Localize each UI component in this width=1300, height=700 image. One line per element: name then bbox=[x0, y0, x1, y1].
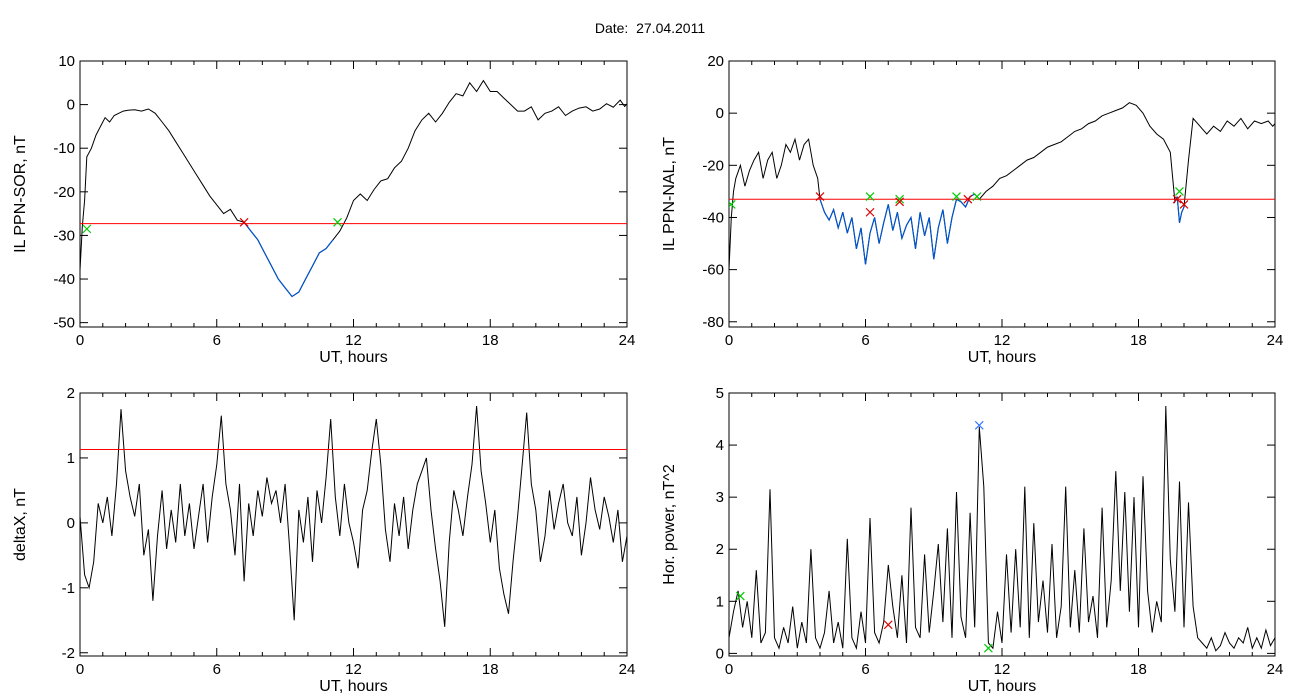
series-line bbox=[80, 405, 627, 627]
plot-area bbox=[729, 102, 1275, 270]
panel-sor: 0 6 12 18 24 10 0 -10 -20 -30 -40 -50 UT, hours IL PP… bbox=[12, 53, 635, 366]
start-marker bbox=[82, 224, 92, 234]
x-tick-label: 6 bbox=[861, 332, 869, 349]
y-tick-label: -80 bbox=[702, 314, 724, 331]
x-tick-label: 24 bbox=[1267, 332, 1284, 349]
start-marker bbox=[1175, 186, 1184, 196]
y-tick-label: 2 bbox=[67, 385, 75, 402]
y-tick-label: 10 bbox=[58, 53, 75, 70]
event-segment bbox=[819, 193, 975, 265]
end-marker bbox=[1172, 194, 1182, 204]
end-marker bbox=[239, 217, 249, 227]
y-tick-label: 2 bbox=[716, 541, 724, 558]
start-marker bbox=[952, 192, 961, 202]
series-line bbox=[729, 102, 1275, 270]
y-tick-label: -50 bbox=[53, 315, 75, 332]
x-tick-label: 0 bbox=[725, 332, 733, 349]
plot-frame bbox=[79, 60, 628, 328]
panel-power: 0 6 12 18 24 5 4 3 2 1 0 UT, hours Hor. power, nT^2 bbox=[661, 385, 1283, 695]
y-axis-label: IL PPN-NAL, nT bbox=[661, 137, 678, 251]
figure-title: Date: 27.04.2011 bbox=[594, 20, 706, 36]
series-line bbox=[80, 79, 627, 298]
x-tick-label: 6 bbox=[213, 332, 221, 349]
y-tick-label: -60 bbox=[702, 262, 724, 279]
x-tick-label: 24 bbox=[1267, 661, 1284, 678]
y-tick-label: 3 bbox=[716, 489, 724, 506]
y-tick-label: 0 bbox=[67, 97, 75, 114]
series-line bbox=[729, 405, 1275, 652]
y-tick-label: 1 bbox=[716, 593, 724, 610]
y-tick-label: 0 bbox=[716, 105, 724, 122]
x-tick-label: 12 bbox=[994, 332, 1011, 349]
y-axis-label: IL PPN-SOR, nT bbox=[12, 135, 29, 253]
y-tick-label: 0 bbox=[716, 645, 724, 662]
y-tick-label: 4 bbox=[716, 437, 724, 454]
y-axis-label: deltaX, nT bbox=[12, 488, 29, 561]
x-tick-label: 12 bbox=[994, 661, 1011, 678]
panel-nal: 0 6 12 18 24 20 0 -20 -40 -60 -80 UT, hours IL PPN-N… bbox=[661, 53, 1283, 366]
plot-area bbox=[80, 405, 627, 627]
plot-area bbox=[729, 405, 1275, 653]
event-segment bbox=[243, 221, 334, 298]
x-tick-label: 24 bbox=[619, 661, 636, 678]
x-tick-label: 12 bbox=[345, 332, 362, 349]
x-tick-label: 0 bbox=[725, 661, 733, 678]
y-tick-label: 5 bbox=[716, 385, 724, 402]
y-tick-label: -2 bbox=[62, 645, 75, 662]
y-tick-label: -30 bbox=[53, 227, 75, 244]
end-marker bbox=[815, 192, 825, 202]
end-marker bbox=[865, 207, 875, 217]
y-tick-label: -10 bbox=[53, 140, 75, 157]
y-tick-label: 1 bbox=[67, 450, 75, 467]
y-tick-label: 0 bbox=[67, 515, 75, 532]
start-marker bbox=[972, 192, 982, 202]
start-marker bbox=[983, 643, 993, 653]
y-tick-label: -20 bbox=[702, 157, 724, 174]
panel-deltax: 0 6 12 18 24 2 1 0 -1 -2 UT, hours deltaX, nT bbox=[12, 385, 635, 695]
x-tick-label: 12 bbox=[345, 661, 362, 678]
start-marker bbox=[895, 194, 905, 204]
peak-marker bbox=[974, 420, 984, 430]
plot-area bbox=[80, 79, 627, 298]
y-axis-label: Hor. power, nT^2 bbox=[661, 464, 678, 585]
y-tick-label: 20 bbox=[707, 53, 724, 70]
x-tick-label: 18 bbox=[1130, 332, 1147, 349]
x-tick-label: 6 bbox=[861, 661, 869, 678]
x-tick-label: 6 bbox=[213, 661, 221, 678]
x-tick-label: 0 bbox=[76, 332, 84, 349]
x-axis-label: UT, hours bbox=[968, 678, 1036, 695]
x-axis-label: UT, hours bbox=[319, 678, 387, 695]
end-marker bbox=[895, 197, 905, 207]
x-axis-label: UT, hours bbox=[968, 349, 1036, 366]
start-marker bbox=[729, 200, 736, 209]
plot-frame bbox=[728, 60, 1276, 328]
y-tick-label: -40 bbox=[702, 209, 724, 226]
plot-frame bbox=[79, 392, 628, 657]
x-tick-label: 18 bbox=[1130, 661, 1147, 678]
end-marker bbox=[1179, 200, 1189, 209]
plot-frame bbox=[728, 392, 1276, 657]
end-marker bbox=[963, 194, 973, 204]
x-axis-label: UT, hours bbox=[319, 349, 387, 366]
end-marker bbox=[883, 620, 893, 630]
y-tick-label: -20 bbox=[53, 184, 75, 201]
start-marker bbox=[865, 192, 875, 202]
x-tick-label: 0 bbox=[76, 661, 84, 678]
y-tick-label: -40 bbox=[53, 271, 75, 288]
x-tick-label: 24 bbox=[619, 332, 636, 349]
start-marker bbox=[333, 217, 342, 227]
x-tick-label: 18 bbox=[482, 661, 499, 678]
x-tick-label: 18 bbox=[482, 332, 499, 349]
start-marker bbox=[735, 591, 745, 601]
y-tick-label: -1 bbox=[62, 580, 75, 597]
